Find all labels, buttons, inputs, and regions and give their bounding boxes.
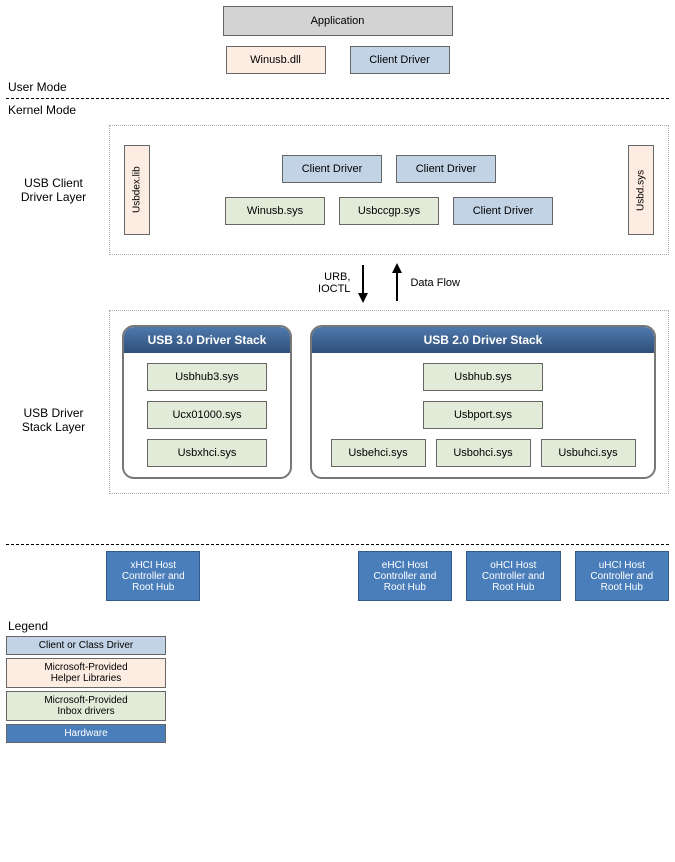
hardware-row: xHCI Host Controller and Root Hub eHCI H… [6, 551, 669, 601]
ucx01000-box: Ucx01000.sys [147, 401, 267, 429]
usbohci-box: Usbohci.sys [436, 439, 531, 467]
kernel-hw-divider [6, 544, 669, 545]
data-flow-label: Data Flow [410, 277, 460, 289]
usbhub-box: Usbhub.sys [423, 363, 543, 391]
stack-layer-label: USB Driver Stack Layer [6, 310, 101, 530]
client-driver-2: Client Driver [396, 155, 496, 183]
usbxhci-box: Usbxhci.sys [147, 439, 267, 467]
usbuhci-box: Usbuhci.sys [541, 439, 636, 467]
usb3-stack-panel: USB 3.0 Driver Stack Usbhub3.sys Ucx0100… [122, 325, 292, 479]
legend-area: Legend Client or Class Driver Microsoft-… [6, 619, 669, 743]
legend-client: Client or Class Driver [6, 636, 166, 655]
mode-divider [6, 98, 669, 99]
ehci-host-box: eHCI Host Controller and Root Hub [358, 551, 452, 601]
client-layer-container: Usbdex.lib Client Driver Client Driver W… [109, 125, 669, 255]
winusb-sys-box: Winusb.sys [225, 197, 325, 225]
client-driver-1: Client Driver [282, 155, 382, 183]
up-arrow-icon [390, 263, 404, 303]
usbccgp-box: Usbccgp.sys [339, 197, 439, 225]
legend-inbox: Microsoft-Provided Inbox drivers [6, 691, 166, 721]
kernel-mode-label: Kernel Mode [8, 103, 669, 117]
xhci-host-box: xHCI Host Controller and Root Hub [106, 551, 200, 601]
usbd-sys-box: Usbd.sys [628, 145, 654, 235]
legend-title: Legend [8, 619, 669, 633]
arrow-area: URB, IOCTL Data Flow [109, 255, 669, 310]
legend-helper: Microsoft-Provided Helper Libraries [6, 658, 166, 688]
stack-layer-container: USB 3.0 Driver Stack Usbhub3.sys Ucx0100… [109, 310, 669, 494]
usbport-box: Usbport.sys [423, 401, 543, 429]
urb-ioctl-label: URB, IOCTL [318, 271, 350, 295]
user-mode-area: Application Winusb.dll Client Driver [6, 6, 669, 74]
uhci-host-box: uHCI Host Controller and Root Hub [575, 551, 669, 601]
down-arrow-icon [356, 263, 370, 303]
usbhub3-box: Usbhub3.sys [147, 363, 267, 391]
user-mode-label: User Mode [8, 80, 669, 94]
usb2-stack-title: USB 2.0 Driver Stack [312, 327, 654, 353]
client-driver-3: Client Driver [453, 197, 553, 225]
client-driver-user-box: Client Driver [350, 46, 450, 74]
usb2-stack-panel: USB 2.0 Driver Stack Usbhub.sys Usbport.… [310, 325, 656, 479]
usbehci-box: Usbehci.sys [331, 439, 426, 467]
winusb-dll-box: Winusb.dll [226, 46, 326, 74]
legend-hardware: Hardware [6, 724, 166, 743]
usbdex-lib-box: Usbdex.lib [124, 145, 150, 235]
usb3-stack-title: USB 3.0 Driver Stack [124, 327, 290, 353]
application-box: Application [223, 6, 453, 36]
ohci-host-box: oHCI Host Controller and Root Hub [466, 551, 560, 601]
client-layer-label: USB Client Driver Layer [6, 125, 101, 255]
